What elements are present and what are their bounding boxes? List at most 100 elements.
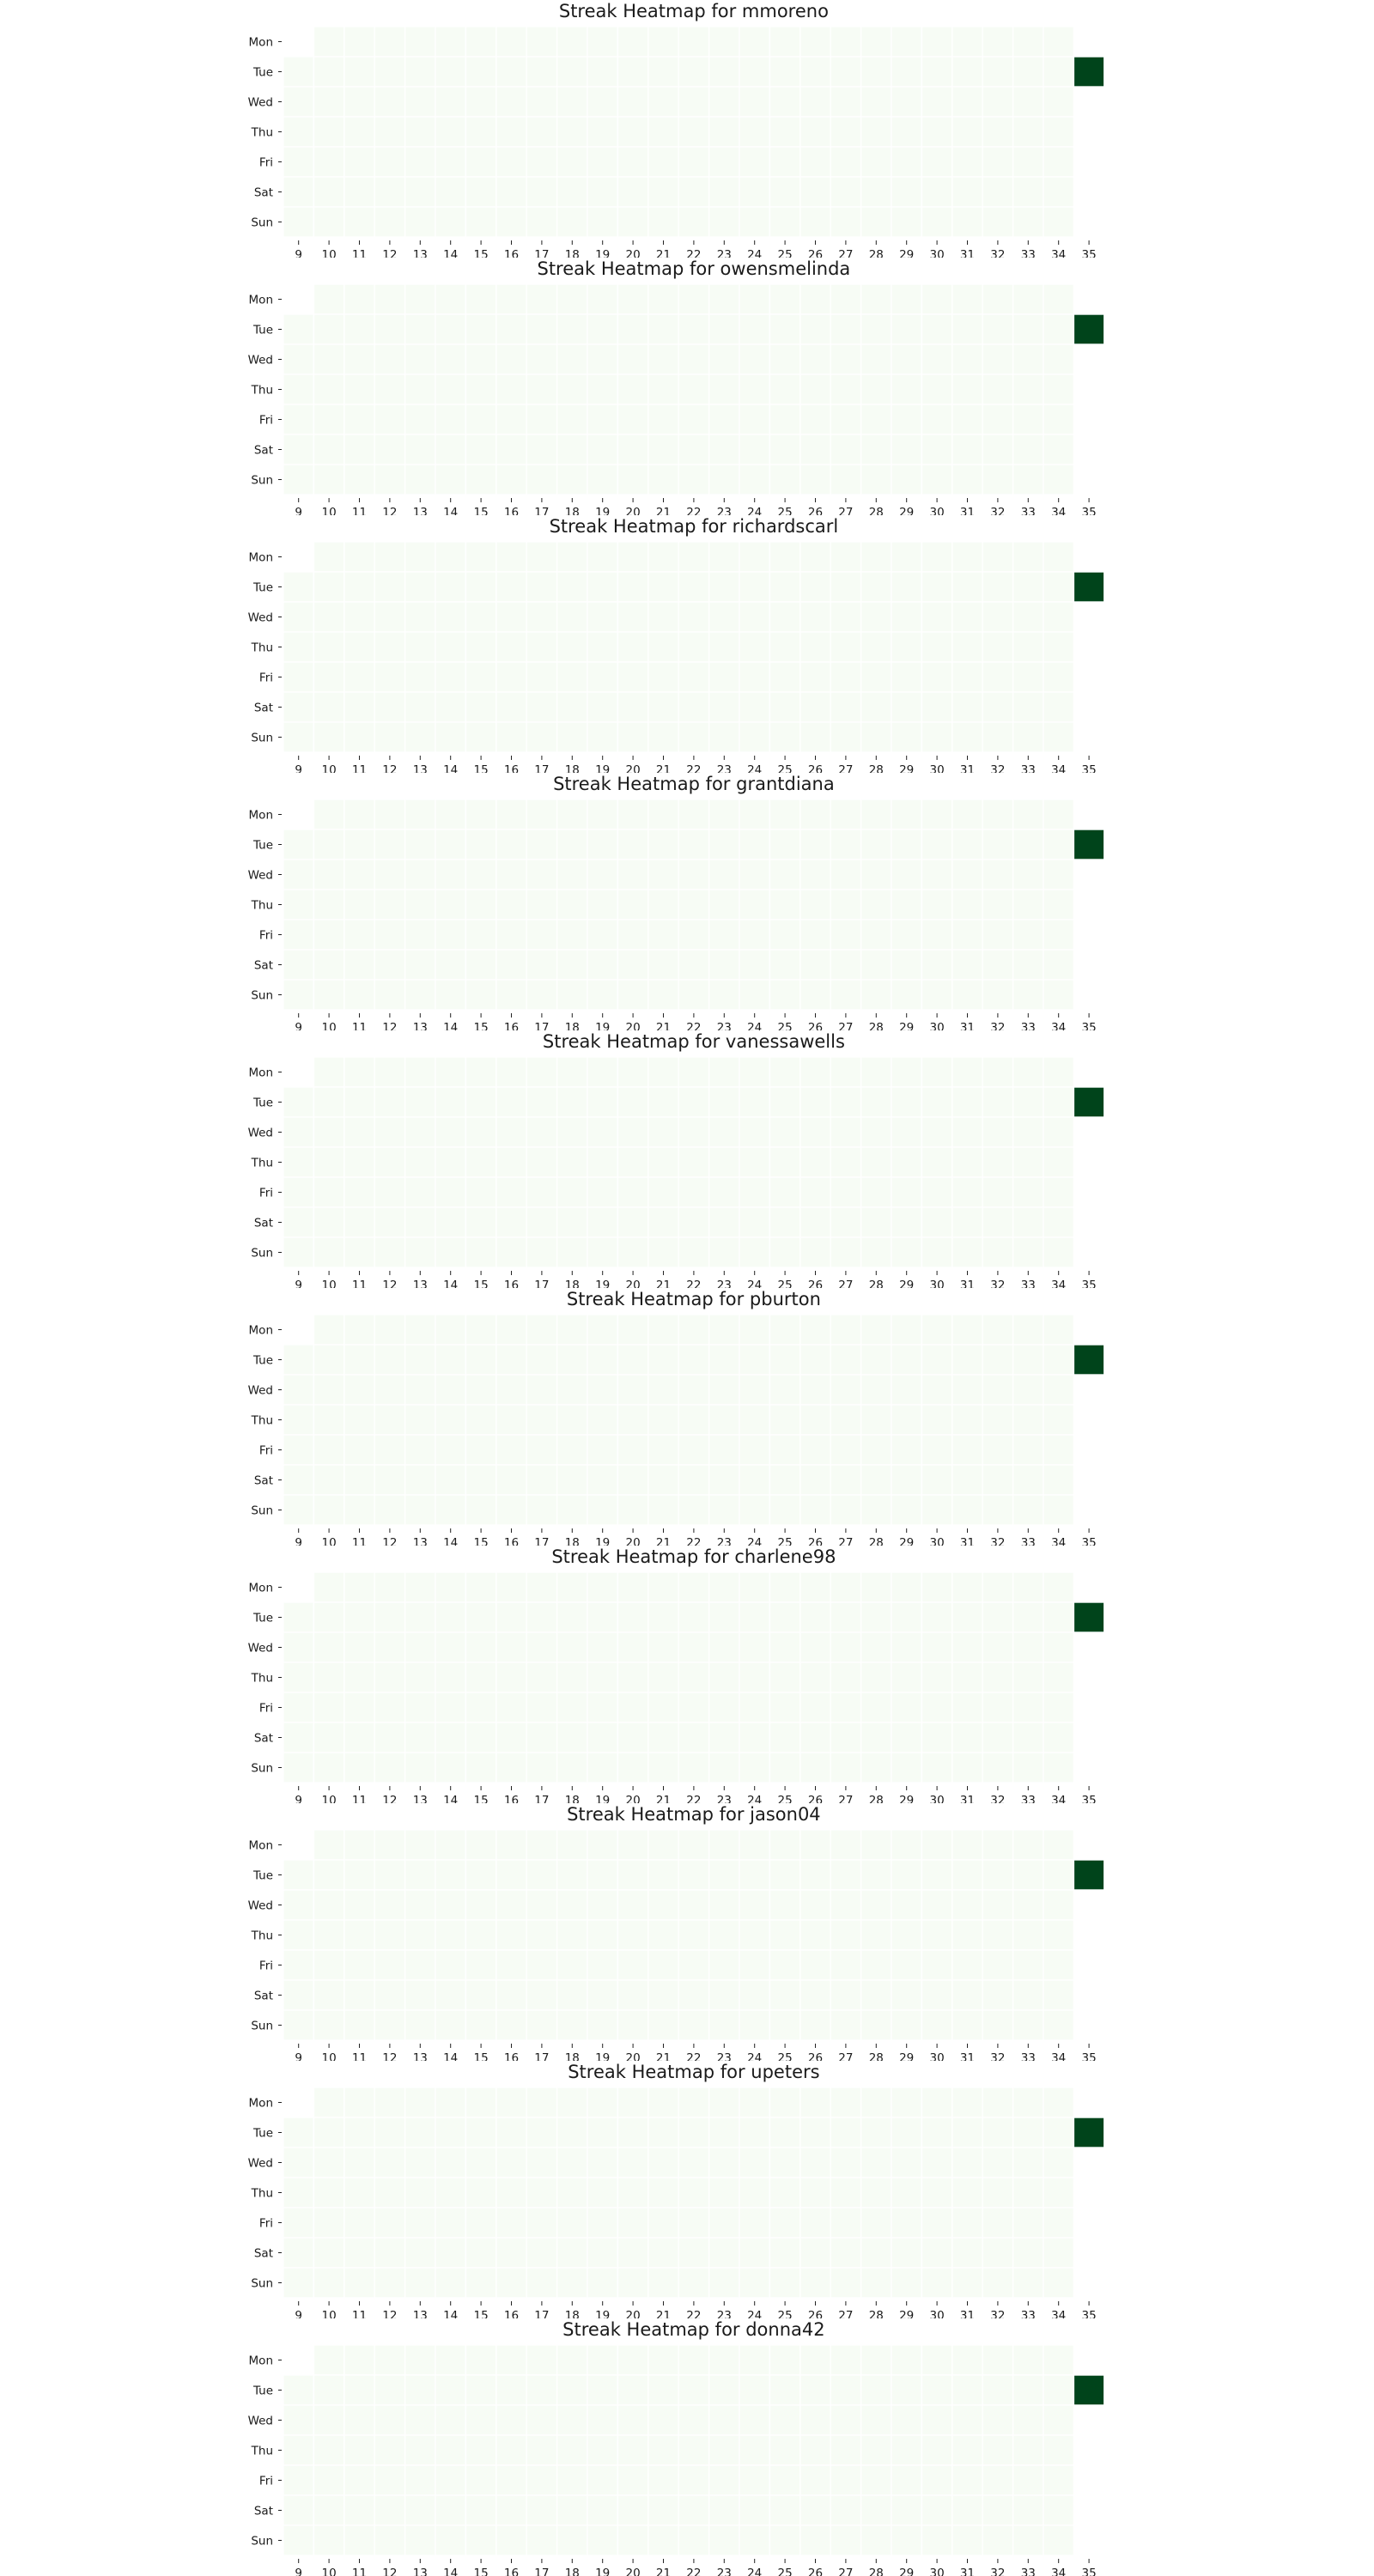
- heatmap-cell: [647, 919, 679, 951]
- x-tick-label: 13: [413, 763, 428, 773]
- heatmap-cell: [1043, 1979, 1075, 2011]
- heatmap-cell: [1012, 2177, 1044, 2208]
- heatmap-chart: Streak Heatmap for upetersMonTueWedThuFr…: [248, 2062, 1105, 2318]
- heatmap-cell: [283, 1889, 315, 1921]
- heatmap-cell: [830, 2147, 862, 2178]
- heatmap-cell: [617, 2087, 649, 2118]
- x-tick-label: 23: [717, 2567, 732, 2576]
- heatmap-cell: [617, 2177, 649, 2208]
- heatmap-cell: [708, 1116, 740, 1148]
- heatmap-cell: [587, 859, 619, 890]
- heatmap-cell: [556, 374, 588, 405]
- heatmap-cell: [921, 86, 953, 118]
- heatmap-cell: [860, 1494, 892, 1526]
- heatmap-cell: [860, 829, 892, 860]
- heatmap-cell: [891, 2009, 923, 2041]
- heatmap-cell: [1043, 2147, 1075, 2178]
- heatmap-cell: [678, 661, 710, 693]
- heatmap-cell: [769, 2009, 801, 2041]
- heatmap-cell: [526, 541, 558, 573]
- y-tick-label: Tue: [252, 1354, 273, 1368]
- heatmap-cell: [769, 404, 801, 435]
- heatmap-cell: [556, 919, 588, 951]
- heatmap-cell: [344, 1404, 375, 1436]
- x-tick-label: 27: [838, 1794, 853, 1803]
- y-tick-label: Wed: [248, 2415, 273, 2428]
- heatmap-cell: [1043, 2207, 1075, 2239]
- x-tick-label: 31: [960, 1279, 975, 1288]
- x-tick-label: 20: [626, 1536, 641, 1546]
- heatmap-cell: [891, 1829, 923, 1861]
- heatmap-cell: [830, 1859, 862, 1891]
- x-tick-label: 13: [413, 1021, 428, 1030]
- heatmap-cell: [982, 313, 1014, 345]
- heatmap-cell: [556, 859, 588, 890]
- heatmap-cell: [526, 2009, 558, 2041]
- heatmap-cell: [587, 1631, 619, 1663]
- heatmap-cell: [951, 86, 983, 118]
- x-tick-label: 19: [595, 1021, 610, 1030]
- heatmap-cell: [495, 661, 527, 693]
- heatmap-cell: [374, 1692, 406, 1723]
- heatmap-cell: [587, 1722, 619, 1753]
- x-tick-label: 12: [382, 1794, 397, 1803]
- y-tick-label: Thu: [251, 126, 273, 140]
- heatmap-cell: [891, 434, 923, 465]
- heatmap-cell: [739, 146, 771, 178]
- heatmap-cell: [495, 691, 527, 723]
- heatmap-cell: [587, 374, 619, 405]
- x-tick-label: 11: [352, 506, 367, 515]
- heatmap-cell: [313, 434, 345, 465]
- heatmap-cell: [1043, 979, 1075, 1011]
- heatmap-cell: [526, 1949, 558, 1981]
- heatmap-cell: [1043, 1206, 1075, 1238]
- x-tick-label: 10: [322, 1021, 337, 1030]
- heatmap-cell: [678, 2494, 710, 2526]
- heatmap-cell: [1043, 1919, 1075, 1951]
- x-tick-label: 14: [443, 2567, 458, 2576]
- heatmap-cell: [404, 691, 436, 723]
- heatmap-cell: [283, 464, 315, 495]
- x-tick-label: 29: [899, 1021, 914, 1030]
- heatmap-cell: [587, 541, 619, 573]
- heatmap-cell: [678, 1344, 710, 1376]
- heatmap-cell: [739, 2404, 771, 2436]
- heatmap-cell: [587, 691, 619, 723]
- heatmap-cell: [860, 1236, 892, 1268]
- heatmap-cell: [404, 1571, 436, 1603]
- heatmap-cell: [1012, 571, 1044, 603]
- heatmap-cell: [799, 464, 831, 495]
- heatmap-cell: [799, 1464, 831, 1496]
- x-tick-label: 34: [1051, 1536, 1066, 1546]
- heatmap-cell: [556, 1571, 588, 1603]
- heatmap-cell: [799, 1236, 831, 1268]
- heatmap-cell: [1012, 1344, 1044, 1376]
- y-tick-label: Tue: [252, 1097, 273, 1110]
- heatmap-cell: [769, 2237, 801, 2269]
- heatmap-cell: [526, 1919, 558, 1951]
- heatmap-cell: [495, 26, 527, 58]
- heatmap-cell: [921, 343, 953, 375]
- heatmap-cell: [1012, 1601, 1044, 1633]
- heatmap-cell: [982, 889, 1014, 920]
- heatmap-cell: [587, 2009, 619, 2041]
- heatmap-cell: [587, 1692, 619, 1723]
- heatmap-cell: [435, 571, 467, 603]
- heatmap-cell: [708, 1722, 740, 1753]
- heatmap-cell: [799, 1949, 831, 1981]
- heatmap-cell: [708, 2374, 740, 2406]
- heatmap-cell: [1043, 2344, 1075, 2376]
- heatmap-cell: [739, 343, 771, 375]
- heatmap-cell: [556, 1176, 588, 1208]
- heatmap-cell: [1012, 1722, 1044, 1753]
- heatmap-cell: [830, 949, 862, 981]
- heatmap-cell: [982, 601, 1014, 633]
- heatmap-cell: [435, 691, 467, 723]
- heatmap-cell: [769, 1344, 801, 1376]
- heatmap-cell: [830, 56, 862, 88]
- heatmap-cell: [860, 146, 892, 178]
- heatmap-cell: [860, 1086, 892, 1118]
- heatmap-cell: [374, 2177, 406, 2208]
- heatmap-cell: [344, 721, 375, 753]
- heatmap-cell: [374, 2434, 406, 2466]
